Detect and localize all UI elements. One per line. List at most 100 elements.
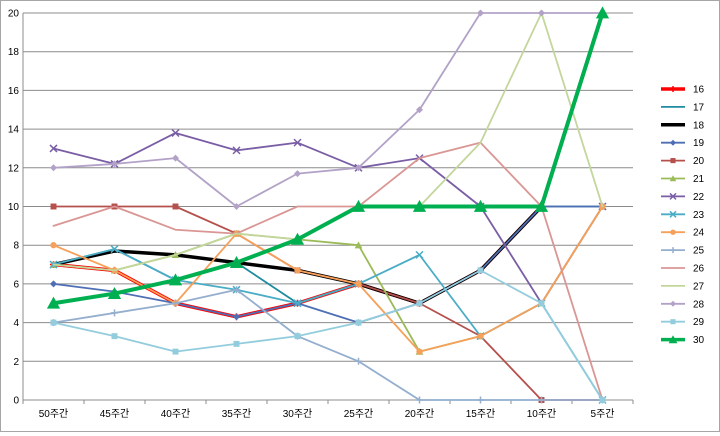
legend-item-28: 28 bbox=[661, 299, 705, 310]
data-point bbox=[477, 9, 484, 17]
x-tick-label: 25주간 bbox=[344, 408, 374, 420]
legend-item-23: 23 bbox=[661, 210, 705, 221]
legend-item-21: 21 bbox=[661, 174, 705, 185]
data-point bbox=[50, 319, 57, 326]
legend-marker bbox=[669, 192, 677, 200]
legend-item-24: 24 bbox=[661, 228, 705, 239]
data-point bbox=[293, 138, 302, 147]
x-tick-label: 45주간 bbox=[100, 408, 130, 420]
data-point bbox=[412, 199, 427, 212]
legend-label: 26 bbox=[693, 264, 705, 275]
data-point bbox=[233, 313, 240, 321]
legend-item-22: 22 bbox=[661, 192, 705, 203]
data-point bbox=[473, 199, 488, 212]
legend-label: 20 bbox=[693, 156, 705, 167]
data-point bbox=[415, 250, 424, 259]
y-tick-label: 16 bbox=[8, 86, 20, 97]
legend-marker bbox=[670, 158, 676, 164]
data-point bbox=[355, 280, 362, 288]
y-tick-label: 20 bbox=[8, 9, 20, 20]
legend-marker bbox=[670, 319, 676, 325]
legend-item-19: 19 bbox=[661, 138, 705, 149]
y-tick-label: 8 bbox=[13, 241, 19, 252]
legend-label: 21 bbox=[693, 174, 705, 185]
series-28 bbox=[50, 9, 606, 210]
series-line bbox=[52, 12, 604, 208]
x-tick-label: 5주간 bbox=[591, 408, 615, 420]
legend-label: 27 bbox=[693, 281, 705, 292]
data-point bbox=[229, 256, 244, 269]
y-tick-label: 6 bbox=[13, 279, 19, 290]
series-line bbox=[52, 269, 604, 401]
data-point bbox=[354, 241, 363, 249]
y-tick-label: 12 bbox=[8, 163, 20, 174]
data-point bbox=[416, 396, 423, 404]
data-point bbox=[351, 199, 366, 212]
legend-marker bbox=[670, 247, 676, 254]
legend-item-25: 25 bbox=[661, 246, 705, 257]
data-point bbox=[172, 154, 179, 162]
legend-label: 23 bbox=[693, 210, 705, 221]
data-point bbox=[599, 397, 606, 403]
series-29 bbox=[50, 267, 606, 403]
legend-label: 25 bbox=[693, 246, 705, 257]
data-point bbox=[294, 333, 301, 340]
legend-label: 19 bbox=[693, 138, 705, 149]
data-point bbox=[50, 203, 57, 210]
data-point bbox=[233, 340, 240, 347]
series-line bbox=[52, 141, 604, 401]
data-point bbox=[172, 203, 179, 210]
data-point bbox=[290, 232, 305, 245]
data-point bbox=[534, 199, 549, 212]
x-tick-label: 10주간 bbox=[527, 408, 557, 420]
y-tick-label: 14 bbox=[8, 125, 20, 136]
legend-marker bbox=[670, 300, 676, 307]
series-line bbox=[52, 132, 604, 305]
data-point bbox=[110, 245, 119, 254]
data-point bbox=[355, 357, 362, 365]
legend-label: 16 bbox=[693, 85, 705, 96]
legend-item-26: 26 bbox=[661, 264, 705, 275]
legend-item-30: 30 bbox=[661, 335, 705, 346]
series-26 bbox=[52, 141, 604, 401]
legend-label: 18 bbox=[693, 120, 705, 131]
series-line bbox=[52, 288, 604, 401]
data-point bbox=[50, 280, 57, 288]
data-point bbox=[50, 164, 57, 172]
data-point bbox=[293, 299, 302, 308]
data-point bbox=[477, 267, 484, 274]
data-point bbox=[233, 286, 240, 294]
legend: 16 17 18 19 20 21 22 23 24 25 26 27 28 29 30 bbox=[661, 85, 705, 346]
data-point bbox=[355, 164, 362, 172]
series-line bbox=[51, 11, 605, 306]
legend-label: 17 bbox=[693, 102, 705, 113]
x-tick-label: 50주간 bbox=[39, 408, 69, 420]
x-tick-label: 15주간 bbox=[466, 408, 496, 420]
data-point bbox=[355, 319, 362, 326]
y-tick-label: 18 bbox=[8, 47, 20, 58]
series-line bbox=[52, 205, 604, 401]
legend-label: 28 bbox=[693, 299, 705, 310]
legend-label: 24 bbox=[693, 228, 705, 239]
data-point bbox=[538, 9, 545, 17]
legend-marker bbox=[668, 335, 678, 344]
series-30 bbox=[46, 6, 610, 309]
y-tick-label: 2 bbox=[13, 357, 19, 368]
y-tick-label: 4 bbox=[13, 318, 19, 329]
data-point bbox=[111, 333, 118, 340]
legend-label: 30 bbox=[693, 335, 705, 346]
data-point bbox=[46, 296, 61, 309]
x-tick-label: 35주간 bbox=[222, 408, 252, 420]
legend-item-17: 17 bbox=[661, 102, 705, 113]
data-point bbox=[168, 273, 183, 286]
data-point bbox=[538, 396, 545, 404]
data-point bbox=[49, 144, 58, 153]
legend-marker bbox=[670, 229, 676, 235]
series-20 bbox=[50, 203, 606, 403]
legend-marker bbox=[669, 210, 677, 218]
data-point bbox=[294, 267, 301, 274]
data-point bbox=[538, 300, 545, 307]
data-point bbox=[50, 242, 57, 249]
data-point bbox=[172, 348, 179, 355]
